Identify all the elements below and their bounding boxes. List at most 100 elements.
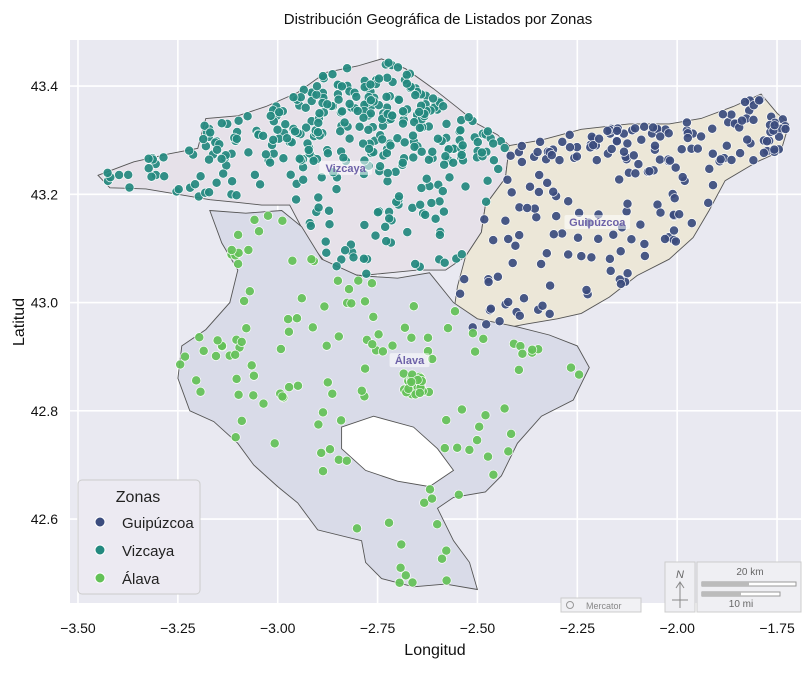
- point-Guipúzcoa: [674, 209, 685, 220]
- point-Álava: [399, 322, 410, 333]
- point-Vizcaya: [408, 152, 419, 163]
- point-Guipúzcoa: [619, 146, 629, 157]
- point-Vizcaya: [173, 184, 184, 195]
- point-Guipúzcoa: [626, 234, 637, 245]
- point-Vizcaya: [123, 169, 134, 180]
- point-Guipúzcoa: [503, 234, 514, 244]
- point-Guipúzcoa: [514, 230, 525, 241]
- point-Vizcaya: [472, 137, 483, 148]
- point-Guipúzcoa: [669, 225, 679, 236]
- point-Vizcaya: [159, 171, 170, 182]
- point-Guipúzcoa: [715, 154, 726, 165]
- point-Vizcaya: [301, 122, 312, 133]
- point-Guipúzcoa: [535, 136, 546, 147]
- point-Álava: [452, 442, 463, 453]
- legend-marker-vizcaya: [94, 544, 106, 556]
- point-Vizcaya: [370, 230, 381, 241]
- region-Álava: [177, 209, 590, 591]
- point-Vizcaya: [408, 130, 418, 141]
- point-Vizcaya: [314, 108, 325, 119]
- point-Álava: [400, 570, 411, 581]
- point-Álava: [499, 403, 510, 414]
- point-Vizcaya: [438, 206, 449, 217]
- point-Guipúzcoa: [554, 155, 565, 166]
- point-Guipúzcoa: [611, 136, 622, 147]
- point-Guipúzcoa: [604, 253, 615, 264]
- point-Vizcaya: [394, 94, 404, 105]
- point-Vizcaya: [313, 127, 323, 138]
- point-Álava: [307, 322, 318, 333]
- point-Álava: [480, 410, 491, 421]
- point-Vizcaya: [382, 72, 393, 83]
- point-Álava: [319, 301, 330, 312]
- point-Vizcaya: [387, 110, 398, 121]
- point-Guipúzcoa: [742, 134, 753, 145]
- point-Álava: [244, 286, 255, 297]
- point-Vizcaya: [439, 257, 450, 268]
- x-axis-label: Longitud: [404, 642, 465, 659]
- point-Vizcaya: [358, 112, 369, 123]
- point-Vizcaya: [438, 101, 449, 112]
- point-Álava: [566, 362, 576, 373]
- projection-box: [560, 597, 642, 613]
- point-Vizcaya: [342, 63, 353, 74]
- point-Vizcaya: [382, 168, 393, 178]
- point-Guipúzcoa: [534, 170, 545, 180]
- point-Guipúzcoa: [608, 229, 619, 240]
- point-Álava: [488, 469, 499, 480]
- north-label: N: [676, 569, 684, 581]
- point-Álava: [318, 407, 328, 418]
- point-Vizcaya: [354, 121, 365, 132]
- point-Guipúzcoa: [692, 143, 703, 154]
- point-Vizcaya: [420, 209, 431, 220]
- point-Álava: [456, 404, 467, 415]
- region-hole: [341, 415, 455, 488]
- point-Vizcaya: [364, 143, 375, 154]
- point-Vizcaya: [392, 133, 403, 144]
- point-Guipúzcoa: [516, 157, 527, 167]
- point-Guipúzcoa: [636, 134, 647, 145]
- point-Vizcaya: [327, 69, 338, 80]
- point-Guipúzcoa: [591, 155, 602, 166]
- point-Álava: [195, 386, 206, 397]
- point-Vizcaya: [243, 147, 254, 158]
- point-Álava: [441, 415, 452, 426]
- point-Álava: [506, 428, 517, 439]
- legend-label-vizcaya: Vizcaya: [122, 543, 175, 560]
- x-tick-label: −2.50: [460, 620, 496, 636]
- x-tick-label: −3.50: [60, 620, 96, 636]
- point-Vizcaya: [416, 183, 427, 193]
- point-Álava: [277, 215, 288, 226]
- point-Guipúzcoa: [726, 155, 737, 165]
- point-Guipúzcoa: [676, 144, 687, 155]
- point-Álava: [464, 444, 475, 455]
- point-Vizcaya: [143, 153, 154, 164]
- point-Álava: [233, 389, 244, 400]
- scale-bar-box: [696, 561, 802, 613]
- point-Guipúzcoa: [557, 228, 568, 239]
- point-Álava: [292, 313, 302, 324]
- point-Vizcaya: [380, 221, 391, 232]
- point-Guipúzcoa: [576, 251, 587, 262]
- point-Vizcaya: [204, 187, 215, 198]
- point-Guipúzcoa: [459, 274, 470, 285]
- point-Guipúzcoa: [593, 233, 604, 244]
- point-Guipúzcoa: [615, 246, 626, 257]
- point-Álava: [293, 380, 303, 391]
- point-Vizcaya: [298, 174, 309, 185]
- point-Álava: [395, 562, 406, 573]
- point-Vizcaya: [291, 194, 302, 205]
- point-Vizcaya: [324, 219, 335, 230]
- point-Álava: [441, 575, 452, 586]
- point-Guipúzcoa: [737, 115, 747, 126]
- legend-label-guipuzcoa: Guipúzcoa: [122, 515, 194, 532]
- point-Álava: [360, 363, 371, 374]
- point-Vizcaya: [205, 127, 216, 138]
- ticks: −3.50 −3.25 −3.00 −2.75 −2.50 −2.25 −2.00 −1.75…: [31, 78, 795, 636]
- point-Vizcaya: [499, 143, 510, 153]
- point-Vizcaya: [409, 141, 420, 152]
- point-Guipúzcoa: [670, 236, 681, 247]
- point-Guipúzcoa: [525, 181, 535, 192]
- point-Guipúzcoa: [536, 259, 547, 269]
- point-Guipúzcoa: [622, 198, 633, 209]
